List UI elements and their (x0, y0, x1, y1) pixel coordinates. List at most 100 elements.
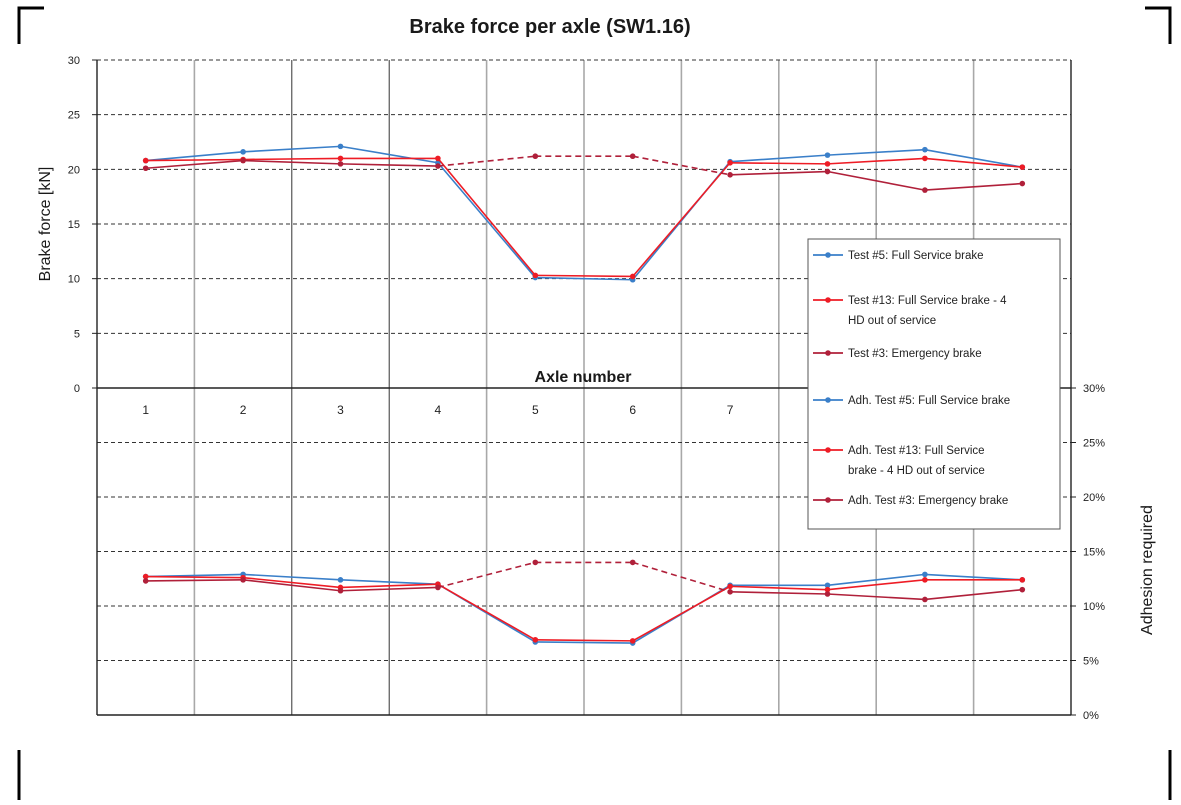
axle-number-label: 3 (337, 403, 344, 417)
adhesion-series-1-segment (924, 573, 1023, 581)
brake-force-series-2-point (629, 273, 636, 280)
adhesion-series-3-point (824, 591, 831, 597)
y-axis-title-right: Adhesion required (1139, 505, 1156, 635)
legend-label: Adh. Test #13: Full Service (848, 445, 985, 457)
axle-number-label: 7 (727, 403, 734, 417)
brake-force-series-3-segment (437, 155, 536, 167)
adhesion-series-3-point (240, 577, 246, 583)
legend: Test #5: Full Service brake Test #13: Ful… (807, 238, 1061, 530)
brake-force-series-2-segment (924, 157, 1023, 168)
brake-force-series-1-point (922, 146, 928, 153)
adhesion-series-1-segment (243, 573, 341, 581)
brake-force-series-1-point (824, 152, 831, 158)
brake-force-series-3-segment (924, 182, 1023, 191)
legend-label: brake - 4 HD out of service (848, 465, 985, 477)
adhesion-series-2-point (727, 583, 733, 590)
adhesion-series-1-point (337, 577, 344, 583)
adhesion-series-2-segment (535, 638, 633, 642)
brake-force-series-3-point (824, 168, 831, 175)
brake-force-series-2-segment (827, 157, 925, 165)
brake-force-series-1-segment (340, 145, 439, 164)
right-tick-label: 5% (1083, 656, 1099, 668)
legend-label: Test #5: Full Service brake (848, 250, 984, 262)
brake-force-series-1-point (337, 143, 344, 150)
adhesion-series-1-point (922, 571, 928, 578)
brake-force-series-2-point (532, 272, 539, 279)
brake-force-series-2-segment (535, 274, 633, 278)
adhesion-series-1-segment (340, 579, 438, 585)
frame-corner-top-left (17, 6, 44, 44)
y-axis-title-left: Brake force [kN] (37, 167, 54, 282)
adhesion-series-3-segment (632, 561, 731, 593)
chart-title: Brake force per axle (SW1.16) (409, 16, 690, 38)
adhesion-series-3-segment (827, 593, 925, 601)
brake-force-series-1-segment (145, 151, 244, 162)
brake-force-series-2-point (922, 155, 928, 162)
legend-swatch-marker (825, 252, 831, 258)
adhesion-series-3-point (435, 584, 441, 591)
adhesion-series-2-segment (340, 583, 438, 589)
legend-box (807, 238, 1061, 530)
brake-force-series-1-segment (827, 148, 925, 156)
brake-force-series-2-point (142, 157, 149, 164)
left-tick-label: 10 (68, 274, 80, 286)
left-tick-label: 20 (68, 164, 80, 176)
legend-label: Adh. Test #5: Full Service brake (848, 395, 1010, 407)
brake-force-series-3-point (727, 172, 733, 178)
legend-label: Test #13: Full Service brake - 4 (848, 295, 1007, 307)
legend-label: HD out of service (848, 315, 936, 327)
brake-force-series-3-point (435, 163, 441, 169)
adhesion-series-3-segment (730, 591, 828, 595)
axle-number-label: 4 (435, 403, 442, 417)
right-tick-label: 15% (1083, 547, 1105, 559)
adhesion-series-2-point (629, 638, 636, 644)
adhesion-series-3-point (727, 589, 733, 595)
adhesion-series-3-point (629, 559, 636, 566)
axle-number-label: 6 (629, 403, 636, 417)
legend-swatch-marker (825, 297, 831, 303)
legend-swatch-marker (825, 447, 831, 453)
brake-force-series-1-segment (437, 162, 536, 279)
brake-force-series-3-point (1019, 180, 1026, 187)
right-tick-label: 25% (1083, 438, 1105, 450)
brake-force-series-3-segment (730, 170, 828, 176)
brake-force-series-1-segment (730, 154, 828, 163)
brake-force-series-3-segment (145, 159, 244, 170)
brake-force-series-2-segment (243, 157, 341, 161)
frame-corner-top-right (1145, 6, 1172, 44)
adhesion-series-2-segment (145, 575, 244, 579)
brake-force-series-2-point (824, 161, 831, 167)
left-tick-label: 25 (68, 110, 80, 122)
legend-label: Test #3: Emergency brake (848, 348, 982, 360)
adhesion-series-1-segment (827, 573, 925, 587)
legend-swatch-marker (825, 497, 831, 503)
brake-force-series-2-point (727, 159, 733, 166)
brake-force-series-3-segment (827, 170, 926, 191)
adhesion-series-2-segment (730, 585, 828, 591)
left-tick-label: 0 (74, 383, 80, 395)
brake-force-series-3-segment (340, 163, 438, 167)
brake-force-series-1-segment (535, 276, 633, 281)
left-tick-label: 5 (74, 328, 80, 340)
adhesion-series-3-point (1019, 586, 1026, 593)
brake-force-series-1-segment (924, 148, 1023, 168)
brake-force-series-1-point (240, 149, 246, 155)
adhesion-series-2-point (824, 586, 831, 593)
legend-swatch-marker (825, 350, 831, 356)
brake-force-series-3-point (142, 165, 149, 172)
brake-force-series-2-point (435, 155, 441, 162)
brake-force-series-3-segment (243, 159, 341, 165)
adhesion-series-2-segment (827, 579, 925, 591)
brake-force-series-2-point (1019, 164, 1026, 170)
adhesion-series-3-point (532, 559, 539, 566)
right-tick-label: 20% (1083, 492, 1105, 504)
axle-number-label: 1 (142, 403, 149, 417)
legend-label: Adh. Test #3: Emergency brake (848, 495, 1008, 507)
brake-force-series-3-point (629, 153, 636, 160)
adhesion-series-2-point (922, 577, 928, 583)
adhesion-series-3-segment (340, 586, 438, 592)
right-tick-label: 10% (1083, 601, 1105, 613)
adhesion-series-2-segment (437, 583, 536, 641)
